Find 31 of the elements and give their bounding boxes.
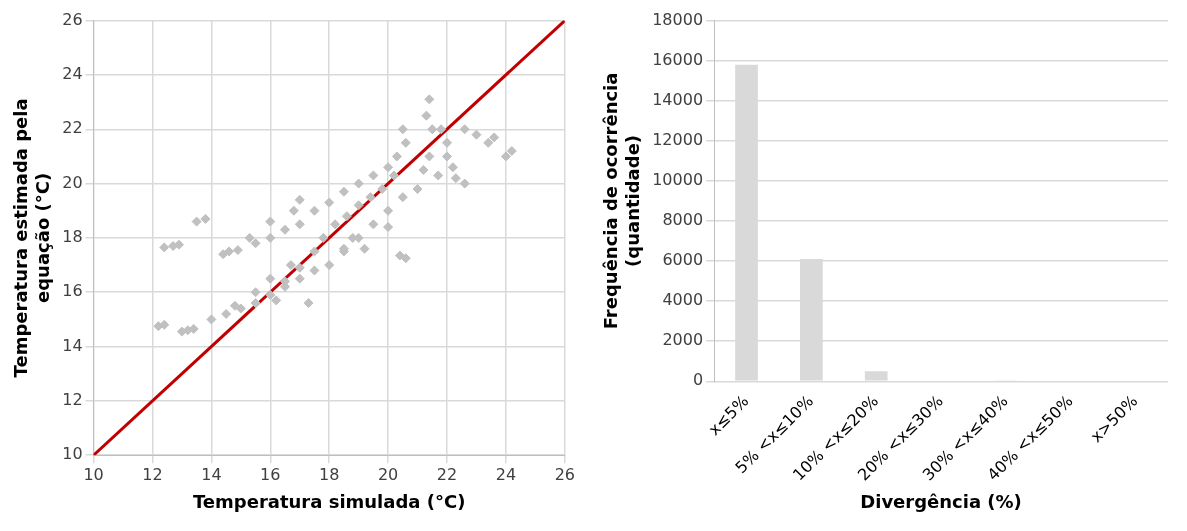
y-tick-label: 16 [62,281,83,301]
x-tick-label: 26 [554,464,575,484]
x-tick-label: 16 [260,464,281,484]
x-tick-label: 24 [495,464,517,484]
x-tick-label: 22 [436,464,458,484]
y-tick-label: 8000 [662,210,704,230]
y-tick-label: 24 [62,64,83,84]
y-tick-label: 18 [62,227,83,247]
y-tick-label: 12000 [652,129,704,149]
y-tick-label: 20 [62,172,83,192]
y-tick-label: 2000 [662,330,704,350]
x-tick-label: 12 [142,464,163,484]
y-tick-label: 6000 [662,250,704,270]
y-tick-label: 0 [692,370,704,390]
y-tick-label: 18000 [652,9,704,29]
y-tick-label: 10000 [652,170,704,190]
y-tick-label: 14 [62,335,83,355]
y-tick-label: 16000 [652,49,704,69]
x-tick-label: 14 [201,464,222,484]
x-axis-title: Divergência (%) [860,490,1022,512]
y-axis-title: Frequência de ocorrência (quantidade) [600,72,644,330]
y-tick-label: 22 [62,118,83,138]
y-axis-title: Temperatura estimada pela equação (°C) [10,98,54,378]
x-tick-label: 18 [319,464,340,484]
y-tick-label: 14000 [652,89,704,109]
y-tick-label: 10 [62,444,83,464]
x-axis-title: Temperatura simulada (°C) [192,490,466,512]
y-tick-label: 26 [62,9,83,29]
x-tick-label: 20 [377,464,399,484]
y-tick-label: 4000 [662,290,704,310]
x-tick-label: 10 [83,464,104,484]
